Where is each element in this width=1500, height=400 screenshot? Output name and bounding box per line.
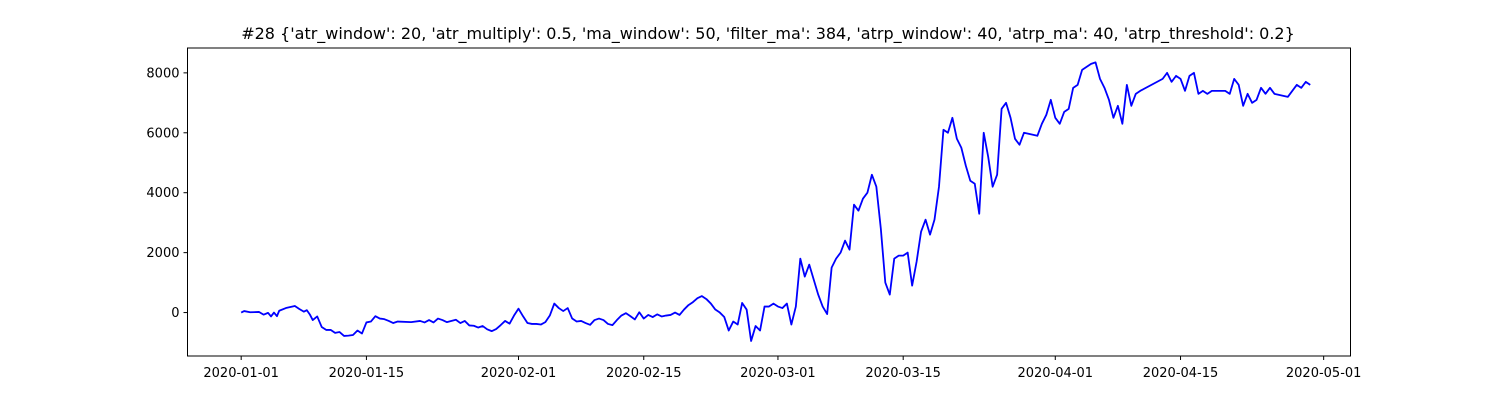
x-tick-label: 2020-03-01 (740, 366, 816, 381)
x-tick-label: 2020-04-15 (1143, 366, 1219, 381)
chart-title: #28 {'atr_window': 20, 'atr_multiply': 0… (241, 24, 1295, 44)
y-tick-label: 2000 (146, 246, 179, 261)
plot-frame (187, 47, 1351, 357)
y-tick-label: 8000 (146, 66, 179, 81)
y-tick-label: 6000 (146, 126, 179, 141)
x-tick-label: 2020-02-01 (481, 366, 557, 381)
y-tick-label: 0 (171, 306, 179, 321)
x-tick-label: 2020-02-15 (606, 366, 682, 381)
x-tick-label: 2020-03-15 (865, 366, 941, 381)
x-tick-label: 2020-01-15 (329, 366, 405, 381)
y-axis: 0 2000 4000 6000 8000 (146, 66, 188, 321)
series-line-equity (240, 61, 1311, 342)
x-tick-label: 2020-04-01 (1017, 366, 1093, 381)
x-tick-label: 2020-05-01 (1286, 366, 1362, 381)
x-axis: 2020-01-01 2020-01-15 2020-02-01 2020-02-15… (203, 356, 1361, 381)
x-tick-label: 2020-01-01 (203, 366, 279, 381)
y-tick-label: 4000 (146, 186, 179, 201)
